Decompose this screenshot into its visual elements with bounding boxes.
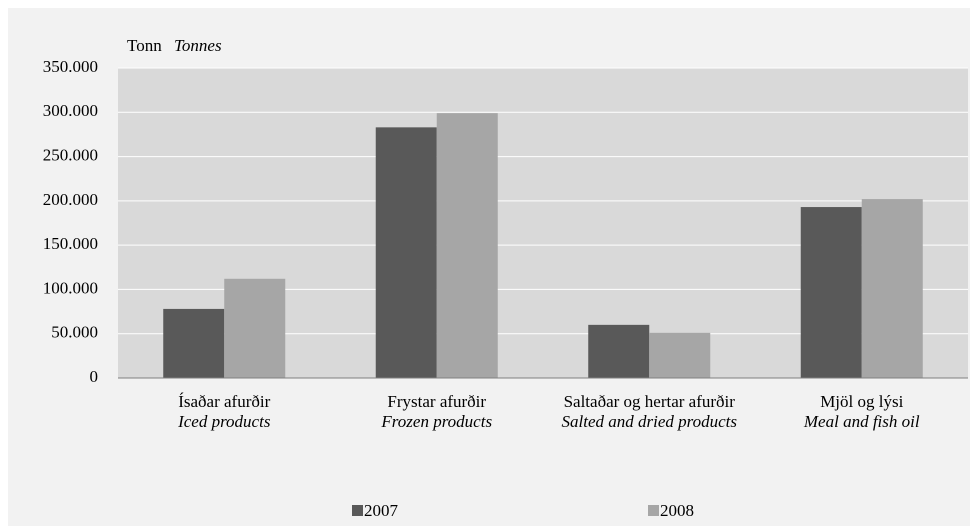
category-label-en: Salted and dried products bbox=[561, 412, 738, 431]
y-tick-label: 150.000 bbox=[43, 234, 98, 253]
y-axis-label: Tonn bbox=[127, 36, 162, 55]
legend-label: 2007 bbox=[364, 501, 399, 520]
bar bbox=[163, 308, 225, 378]
legend-label: 2008 bbox=[660, 501, 694, 520]
category-label: Ísaðar afurðir bbox=[178, 392, 271, 411]
y-tick-label: 250.000 bbox=[43, 145, 98, 164]
y-tick-label: 350.000 bbox=[43, 57, 98, 76]
bar bbox=[861, 199, 923, 378]
bar bbox=[436, 113, 498, 379]
bar bbox=[800, 207, 862, 378]
bar bbox=[649, 332, 711, 378]
y-tick-label: 50.000 bbox=[51, 323, 98, 342]
category-label: Saltaðar og hertar afurðir bbox=[563, 392, 735, 411]
y-tick-label: 300.000 bbox=[43, 101, 98, 120]
y-axis-label-en: Tonnes bbox=[174, 36, 222, 55]
x-tick-label: Saltaðar og hertar afurðir Salted and dri… bbox=[559, 392, 739, 432]
category-label: Frystar afurðir bbox=[387, 392, 487, 411]
bar bbox=[375, 127, 437, 378]
y-tick-label: 200.000 bbox=[43, 190, 98, 209]
category-label-en: Frozen products bbox=[381, 412, 493, 431]
category-label: Mjöl og lýsi bbox=[820, 392, 904, 411]
y-tick-label: 100.000 bbox=[43, 278, 98, 297]
bar bbox=[588, 324, 650, 378]
x-tick-label: Mjöl og lýsi Meal and fish oil bbox=[772, 392, 952, 432]
legend-swatch bbox=[648, 505, 659, 516]
y-tick-label: 0 bbox=[90, 367, 99, 386]
category-label-en: Meal and fish oil bbox=[803, 412, 920, 431]
category-label-en: Iced products bbox=[178, 412, 271, 431]
bar bbox=[224, 278, 286, 378]
x-tick-label: Ísaðar afurðir Iced products bbox=[134, 392, 314, 432]
x-tick-label: Frystar afurðir Frozen products bbox=[347, 392, 527, 432]
legend-swatch bbox=[352, 505, 363, 516]
